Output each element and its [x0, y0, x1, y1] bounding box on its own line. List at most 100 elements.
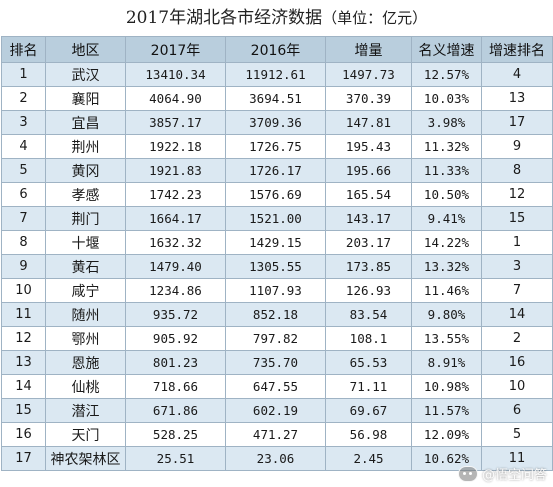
cell-rank: 10 — [1, 278, 46, 303]
cell-2017: 1632.32 — [125, 230, 226, 255]
cell-2016: 797.82 — [225, 326, 326, 351]
table-body: 1 武汉 13410.34 11912.61 1497.73 12.57% 4 2 襄阳 4064… — [1, 62, 553, 471]
cell-nominal-growth: 13.32% — [411, 254, 482, 279]
header-growth-rank: 增速排名 — [481, 36, 553, 63]
cell-2017: 3857.17 — [125, 110, 226, 135]
table-row: 13 恩施 801.23 735.70 65.53 8.91% 16 — [1, 350, 553, 375]
cell-increment: 108.1 — [325, 326, 412, 351]
cell-increment: 143.17 — [325, 206, 412, 231]
table-row: 9 黄石 1479.40 1305.55 173.85 13.32% 3 — [1, 254, 553, 279]
cell-2016: 11912.61 — [225, 62, 326, 87]
cell-nominal-growth: 11.32% — [411, 134, 482, 159]
table-row: 16 天门 528.25 471.27 56.98 12.09% 5 — [1, 422, 553, 447]
cell-2016: 1726.17 — [225, 158, 326, 183]
cell-rank: 5 — [1, 158, 46, 183]
cell-2016: 471.27 — [225, 422, 326, 447]
header-2017: 2017年 — [125, 36, 226, 63]
cell-increment: 69.67 — [325, 398, 412, 423]
cell-rank: 9 — [1, 254, 46, 279]
cell-rank: 2 — [1, 86, 46, 111]
cell-region: 荆州 — [45, 134, 126, 159]
cell-rank: 11 — [1, 302, 46, 327]
cell-2016: 735.70 — [225, 350, 326, 375]
cell-nominal-growth: 9.80% — [411, 302, 482, 327]
cell-nominal-growth: 10.50% — [411, 182, 482, 207]
cell-2017: 528.25 — [125, 422, 226, 447]
cell-2017: 25.51 — [125, 446, 226, 471]
cell-nominal-growth: 11.57% — [411, 398, 482, 423]
table-row: 15 潜江 671.86 602.19 69.67 11.57% 6 — [1, 398, 553, 423]
cell-2017: 13410.34 — [125, 62, 226, 87]
cell-2016: 1726.75 — [225, 134, 326, 159]
cell-increment: 370.39 — [325, 86, 412, 111]
cell-2016: 602.19 — [225, 398, 326, 423]
cell-2016: 1576.69 — [225, 182, 326, 207]
cell-2017: 1742.23 — [125, 182, 226, 207]
chat-bubble-icon — [457, 465, 478, 482]
cell-increment: 195.66 — [325, 158, 412, 183]
cell-growth-rank: 8 — [481, 158, 553, 183]
cell-rank: 12 — [1, 326, 46, 351]
cell-rank: 15 — [1, 398, 46, 423]
cell-rank: 6 — [1, 182, 46, 207]
table-row: 1 武汉 13410.34 11912.61 1497.73 12.57% 4 — [1, 62, 553, 87]
table-row: 2 襄阳 4064.90 3694.51 370.39 10.03% 13 — [1, 86, 553, 111]
header-rank: 排名 — [1, 36, 46, 63]
cell-nominal-growth: 10.03% — [411, 86, 482, 111]
cell-increment: 147.81 — [325, 110, 412, 135]
cell-2017: 1922.18 — [125, 134, 226, 159]
cell-region: 襄阳 — [45, 86, 126, 111]
cell-nominal-growth: 14.22% — [411, 230, 482, 255]
title-main: 2017年湖北各市经济数据 — [125, 8, 323, 28]
cell-2016: 647.55 — [225, 374, 326, 399]
table-row: 4 荆州 1922.18 1726.75 195.43 11.32% 9 — [1, 134, 553, 159]
cell-rank: 16 — [1, 422, 46, 447]
header-2016: 2016年 — [225, 36, 326, 63]
cell-nominal-growth: 11.46% — [411, 278, 482, 303]
cell-growth-rank: 7 — [481, 278, 553, 303]
cell-increment: 1497.73 — [325, 62, 412, 87]
table-row: 17 神农架林区 25.51 23.06 2.45 10.62% 11 — [1, 446, 553, 471]
cell-2016: 1305.55 — [225, 254, 326, 279]
cell-region: 咸宁 — [45, 278, 126, 303]
cell-region: 恩施 — [45, 350, 126, 375]
cell-rank: 8 — [1, 230, 46, 255]
header-row: 排名 地区 2017年 2016年 增量 名义增速 增速排名 — [1, 36, 553, 63]
cell-region: 鄂州 — [45, 326, 126, 351]
cell-growth-rank: 17 — [481, 110, 553, 135]
table-row: 8 十堰 1632.32 1429.15 203.17 14.22% 1 — [1, 230, 553, 255]
table-row: 12 鄂州 905.92 797.82 108.1 13.55% 2 — [1, 326, 553, 351]
cell-2016: 3709.36 — [225, 110, 326, 135]
table-row: 5 黄冈 1921.83 1726.17 195.66 11.33% 8 — [1, 158, 553, 183]
cell-region: 黄石 — [45, 254, 126, 279]
cell-2017: 671.86 — [125, 398, 226, 423]
table-row: 10 咸宁 1234.86 1107.93 126.93 11.46% 7 — [1, 278, 553, 303]
cell-growth-rank: 9 — [481, 134, 553, 159]
table-row: 11 随州 935.72 852.18 83.54 9.80% 14 — [1, 302, 553, 327]
cell-rank: 13 — [1, 350, 46, 375]
cell-growth-rank: 16 — [481, 350, 553, 375]
cell-2016: 852.18 — [225, 302, 326, 327]
header-region: 地区 — [45, 36, 126, 63]
cell-nominal-growth: 11.33% — [411, 158, 482, 183]
cell-growth-rank: 11 — [481, 446, 553, 471]
cell-2016: 1429.15 — [225, 230, 326, 255]
cell-2017: 1921.83 — [125, 158, 226, 183]
cell-rank: 1 — [1, 62, 46, 87]
cell-increment: 126.93 — [325, 278, 412, 303]
cell-region: 荆门 — [45, 206, 126, 231]
watermark-text: @悟空问答 — [481, 468, 547, 483]
cell-growth-rank: 10 — [481, 374, 553, 399]
cell-2017: 1479.40 — [125, 254, 226, 279]
cell-increment: 65.53 — [325, 350, 412, 375]
cell-growth-rank: 1 — [481, 230, 553, 255]
cell-nominal-growth: 3.98% — [411, 110, 482, 135]
table-row: 3 宜昌 3857.17 3709.36 147.81 3.98% 17 — [1, 110, 553, 135]
header-nominal-growth: 名义增速 — [411, 36, 482, 63]
cell-region: 潜江 — [45, 398, 126, 423]
cell-increment: 71.11 — [325, 374, 412, 399]
cell-growth-rank: 2 — [481, 326, 553, 351]
cell-increment: 83.54 — [325, 302, 412, 327]
cell-rank: 17 — [1, 446, 46, 471]
